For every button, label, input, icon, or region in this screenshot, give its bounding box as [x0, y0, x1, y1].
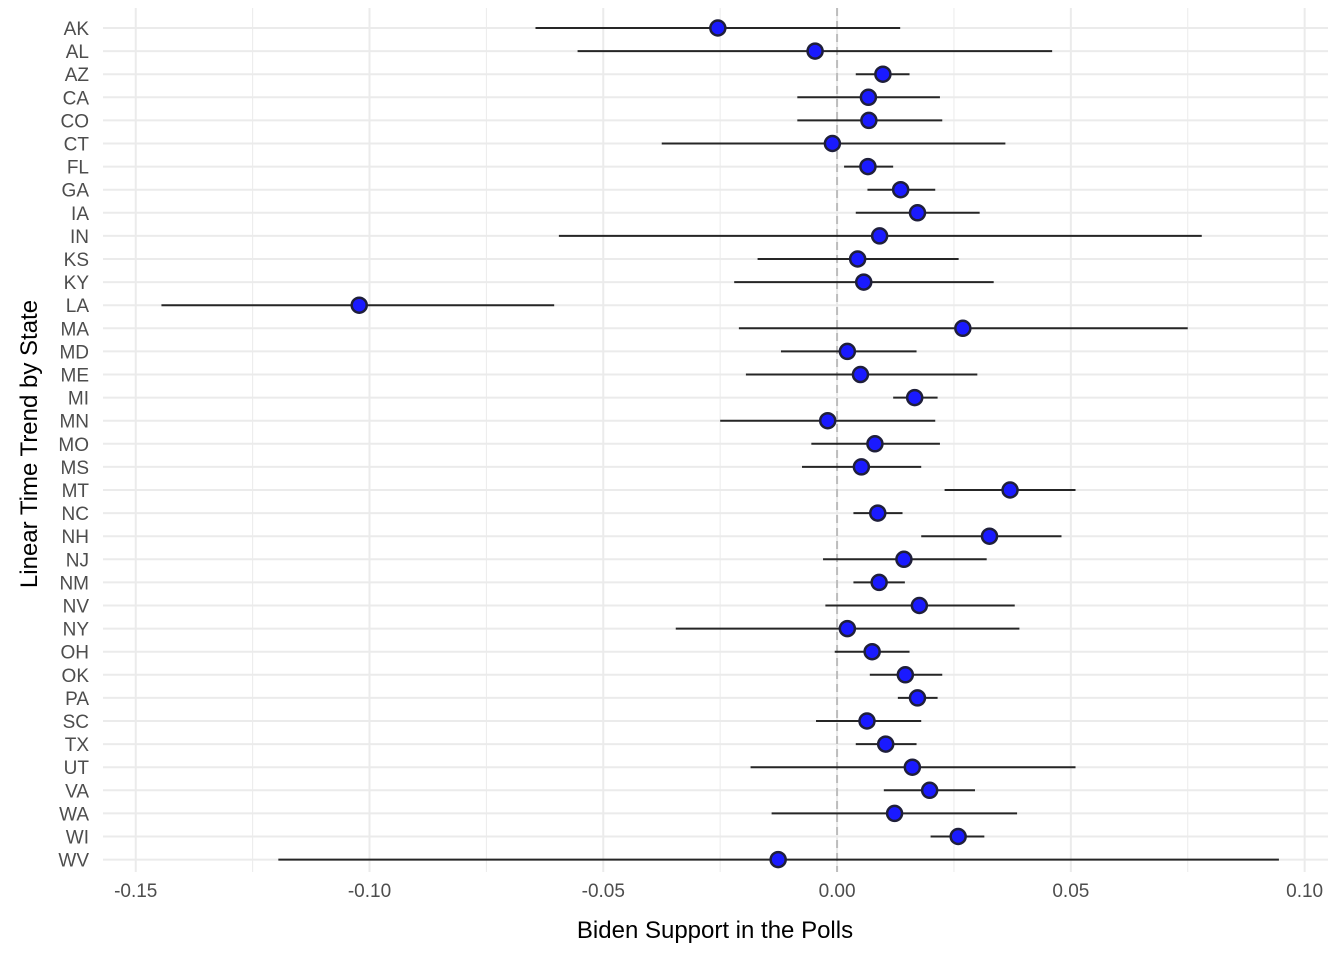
point-wa: [885, 804, 904, 823]
point-sc: [858, 712, 876, 730]
point-nj: [895, 550, 913, 569]
y-tick-label: MS: [61, 458, 90, 479]
y-tick-label: MD: [59, 342, 89, 363]
estimate-points: [350, 19, 1019, 869]
point-nv: [910, 596, 929, 615]
y-tick-label: CO: [61, 111, 90, 132]
y-tick-label: IA: [71, 204, 89, 225]
point-ut: [903, 758, 922, 776]
point-ny: [838, 619, 857, 638]
y-tick-label: MA: [61, 319, 90, 340]
y-tick-label: WI: [66, 828, 89, 849]
point-oh: [863, 642, 881, 661]
x-tick-label: 0.10: [1286, 881, 1323, 902]
point-va: [920, 781, 939, 800]
y-tick-label: MT: [62, 481, 90, 502]
y-tick-label: NH: [62, 527, 89, 548]
y-tick-label: UT: [64, 758, 90, 779]
point-ca: [859, 88, 878, 107]
y-axis-title: Linear Time Trend by State: [16, 300, 43, 588]
y-tick-label: AL: [66, 42, 89, 63]
point-nm: [870, 573, 888, 592]
y-tick-label: LA: [66, 296, 90, 317]
point-ia: [908, 204, 927, 222]
point-wv: [769, 850, 787, 869]
point-ak: [709, 19, 727, 37]
x-tick-label: 0.00: [819, 881, 856, 902]
y-tick-label: KS: [64, 250, 89, 271]
y-tick-label: OK: [62, 666, 90, 687]
y-tick-label: KY: [64, 273, 90, 294]
y-tick-label: AZ: [65, 65, 90, 86]
point-la: [350, 296, 368, 314]
y-tick-label: MO: [58, 435, 89, 456]
x-tick-labels: -0.15 -0.10 -0.05 0.00 0.05 0.10: [114, 881, 1323, 902]
y-tick-label: WA: [59, 804, 89, 825]
y-tick-label: PA: [65, 689, 89, 710]
point-ks: [848, 250, 867, 268]
y-tick-label: NY: [63, 620, 90, 641]
point-tx: [876, 735, 895, 753]
point-ga: [891, 180, 910, 199]
y-tick-label: ME: [61, 366, 90, 387]
y-tick-label: FL: [67, 158, 89, 179]
y-tick-label: VA: [65, 781, 89, 802]
y-tick-label: NC: [62, 504, 89, 525]
point-in: [870, 227, 889, 245]
x-tick-label: -0.05: [582, 881, 625, 902]
point-mo: [866, 435, 884, 453]
point-mt: [1001, 481, 1019, 499]
grid-minor: [252, 8, 1189, 872]
point-az: [874, 65, 892, 83]
y-tick-label: WV: [58, 851, 89, 872]
y-tick-label: SC: [63, 712, 89, 733]
point-wi: [949, 827, 967, 846]
point-md: [838, 342, 857, 361]
y-tick-label: NJ: [66, 550, 89, 571]
y-tick-label: GA: [62, 181, 90, 202]
point-al: [806, 42, 824, 60]
y-tick-label: IN: [70, 227, 89, 248]
y-tick-label: TX: [65, 735, 90, 756]
point-mi: [905, 388, 924, 407]
y-tick-label: NM: [59, 573, 89, 594]
point-ky: [854, 273, 873, 291]
y-tick-label: NV: [63, 597, 90, 618]
y-tick-label: OH: [61, 643, 90, 664]
y-tick-label: MI: [68, 389, 89, 410]
y-tick-label: MN: [59, 412, 89, 433]
point-pa: [908, 689, 927, 707]
x-tick-label: -0.10: [348, 881, 391, 902]
point-ma: [954, 319, 972, 338]
point-fl: [859, 157, 877, 176]
point-ok: [896, 666, 915, 684]
x-tick-label: -0.15: [114, 881, 157, 902]
point-mn: [818, 411, 837, 430]
point-ct: [823, 134, 842, 153]
point-nc: [868, 504, 887, 522]
x-axis-title: Biden Support in the Polls: [577, 917, 853, 944]
x-tick-label: 0.05: [1052, 881, 1089, 902]
y-tick-label: CA: [63, 88, 90, 109]
point-nh: [980, 527, 999, 545]
y-tick-label: AK: [64, 19, 90, 40]
point-ms: [852, 458, 871, 476]
point-co: [860, 111, 878, 130]
point-me: [851, 365, 870, 384]
y-tick-label: CT: [64, 135, 90, 156]
grid-major: [103, 8, 1328, 872]
